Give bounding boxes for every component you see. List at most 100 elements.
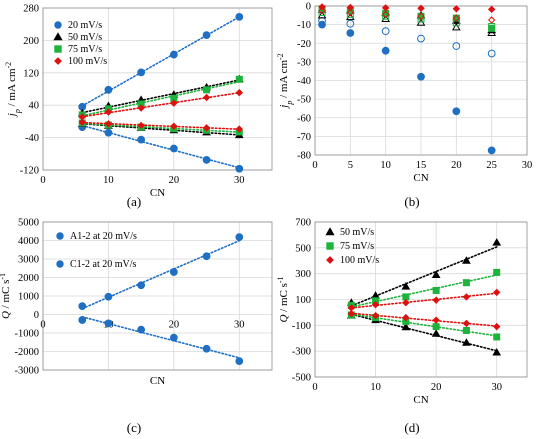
data-point	[452, 107, 461, 116]
data-point	[104, 292, 113, 301]
data-point	[493, 333, 501, 341]
legend-label: 50 mV/s	[68, 32, 102, 43]
data-point	[104, 85, 113, 94]
y-tick-label: 3000	[18, 255, 39, 266]
data-point	[432, 296, 440, 304]
legend-label: C1-2 at 20 mV/s	[70, 259, 136, 270]
legend-item: 75 mV/s	[54, 44, 102, 55]
y-tick-label: -40	[297, 76, 311, 87]
data-point	[371, 291, 380, 299]
series-75-mv-s	[347, 268, 501, 309]
legend-marker	[54, 57, 62, 65]
x-tick-label: 10	[380, 160, 391, 171]
data-point	[347, 310, 356, 318]
series-unnamed-1	[318, 17, 496, 58]
data-point	[137, 325, 146, 334]
legend-marker	[326, 256, 334, 264]
panel-caption-b: (b)	[404, 194, 419, 209]
chart-panel-b: 0-10-20-30-40-50-60-70-800 5 10 15 20 25 30CNj…	[276, 2, 533, 185]
series-unnamed-4	[78, 123, 244, 173]
data-point	[492, 238, 502, 246]
data-point	[346, 8, 355, 17]
data-point	[202, 155, 211, 164]
y-tick-label: -40	[25, 133, 39, 144]
data-point	[104, 128, 113, 137]
legend-marker	[326, 242, 334, 250]
x-tick-label: 15	[416, 160, 427, 171]
legend-label: 50 mV/s	[340, 227, 374, 238]
data-point	[78, 118, 86, 126]
data-point	[170, 122, 178, 130]
data-point	[382, 12, 390, 20]
data-point	[417, 12, 425, 20]
data-point	[402, 313, 410, 322]
x-axis-title: CN	[150, 187, 165, 199]
data-point	[452, 14, 461, 22]
series-unnamed-4	[347, 311, 501, 341]
legend-label: 100 mV/s	[340, 255, 379, 266]
data-point	[137, 281, 146, 290]
data-point	[202, 344, 211, 353]
series-unnamed-5	[347, 310, 501, 331]
data-point	[202, 31, 211, 40]
legend-item: 100 mV/s	[54, 56, 107, 67]
y-tick-label: 500	[295, 243, 311, 254]
legend-item: 75 mV/s	[326, 241, 374, 252]
y-tick-label: 700	[295, 218, 311, 229]
y-tick-label: -300	[292, 347, 311, 358]
y-tick-label: 200	[23, 36, 39, 47]
data-point	[452, 5, 461, 13]
data-point	[203, 86, 211, 94]
data-point	[202, 124, 211, 132]
y-tick-label: -120	[20, 166, 39, 177]
data-point	[417, 72, 425, 81]
data-point	[417, 4, 425, 12]
legend-marker	[54, 21, 62, 29]
legend-marker	[56, 260, 64, 268]
x-axis-title: CN	[413, 172, 428, 184]
legend-item: C1-2 at 20 mV/s	[56, 259, 136, 270]
data-point	[169, 50, 178, 59]
x-tick-label: 0	[312, 160, 317, 171]
data-point	[401, 322, 411, 331]
trend-line	[81, 239, 241, 310]
data-point	[104, 319, 113, 328]
x-tick-label: 30	[234, 320, 245, 331]
data-point	[381, 14, 391, 23]
data-point	[493, 288, 501, 297]
y-tick-label: -50	[297, 95, 311, 106]
data-point	[451, 22, 461, 31]
x-tick-label: 20	[169, 320, 180, 331]
y-tick-label: -100	[292, 321, 311, 332]
y-tick-label: 280	[23, 4, 39, 15]
data-point	[235, 233, 244, 242]
legend-item: 50 mV/s	[325, 227, 374, 238]
legend-item: 20 mV/s	[54, 20, 102, 31]
data-point	[137, 135, 146, 144]
data-point	[235, 75, 243, 83]
plot-frame	[42, 7, 273, 171]
data-point	[487, 146, 496, 155]
y-tick-label: -30	[297, 57, 311, 68]
data-point	[417, 34, 425, 43]
y-tick-label: 0	[34, 310, 39, 321]
data-point	[487, 5, 496, 14]
y-tick-label: 120	[23, 68, 39, 79]
x-tick-label: 0	[40, 320, 45, 331]
data-point	[202, 252, 211, 261]
data-point	[346, 29, 355, 37]
data-point	[137, 68, 146, 77]
y-tick-label: -80	[297, 151, 311, 162]
series-c1-2-at-20-mv-s	[78, 316, 244, 366]
legend-label: 100 mV/s	[68, 56, 107, 67]
x-axis-title: CN	[413, 394, 428, 406]
legend-item: 100 mV/s	[326, 255, 379, 266]
data-point	[235, 88, 243, 97]
legend-marker	[56, 232, 64, 240]
data-point	[462, 279, 470, 287]
data-point	[452, 42, 461, 50]
data-point	[169, 144, 178, 153]
data-point	[235, 13, 244, 21]
plot-frame	[42, 221, 273, 371]
